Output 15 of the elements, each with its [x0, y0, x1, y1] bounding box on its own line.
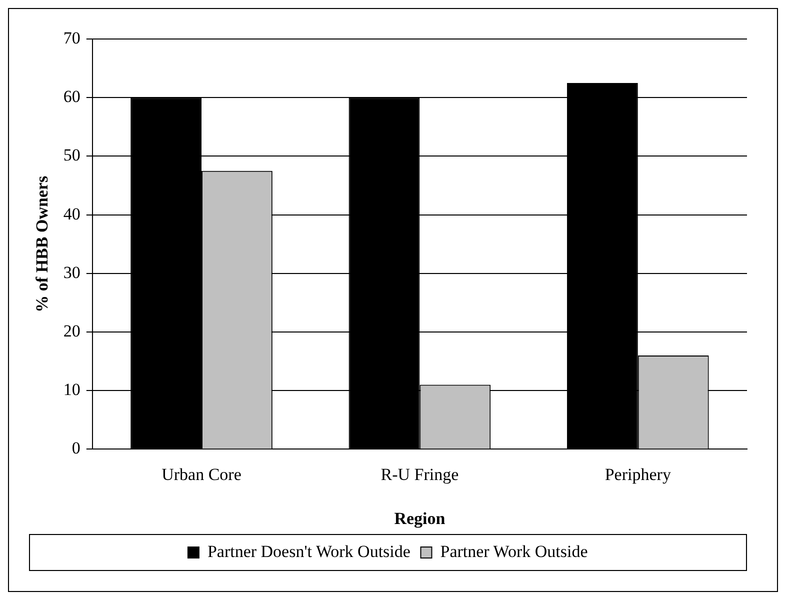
x-tick-label: Urban Core: [162, 464, 242, 484]
y-tick-label: 60: [63, 87, 80, 106]
x-tick-label: Periphery: [604, 464, 672, 484]
x-tick-label: R-U Fringe: [380, 464, 459, 484]
y-tick-label: 20: [63, 321, 80, 340]
y-tick-label: 10: [63, 380, 80, 400]
x-axis-title: Region: [394, 509, 446, 528]
legend-label: Partner Work Outside: [440, 542, 588, 561]
y-tick-label: 0: [72, 438, 80, 458]
y-tick-label: 40: [63, 204, 80, 224]
y-axis-title: % of HBB Owners: [32, 175, 52, 312]
y-tick-label: 50: [63, 146, 80, 165]
legend-label: Partner Doesn't Work Outside: [207, 542, 410, 561]
y-tick-label: 70: [63, 28, 80, 48]
y-tick-label: 30: [63, 262, 80, 282]
